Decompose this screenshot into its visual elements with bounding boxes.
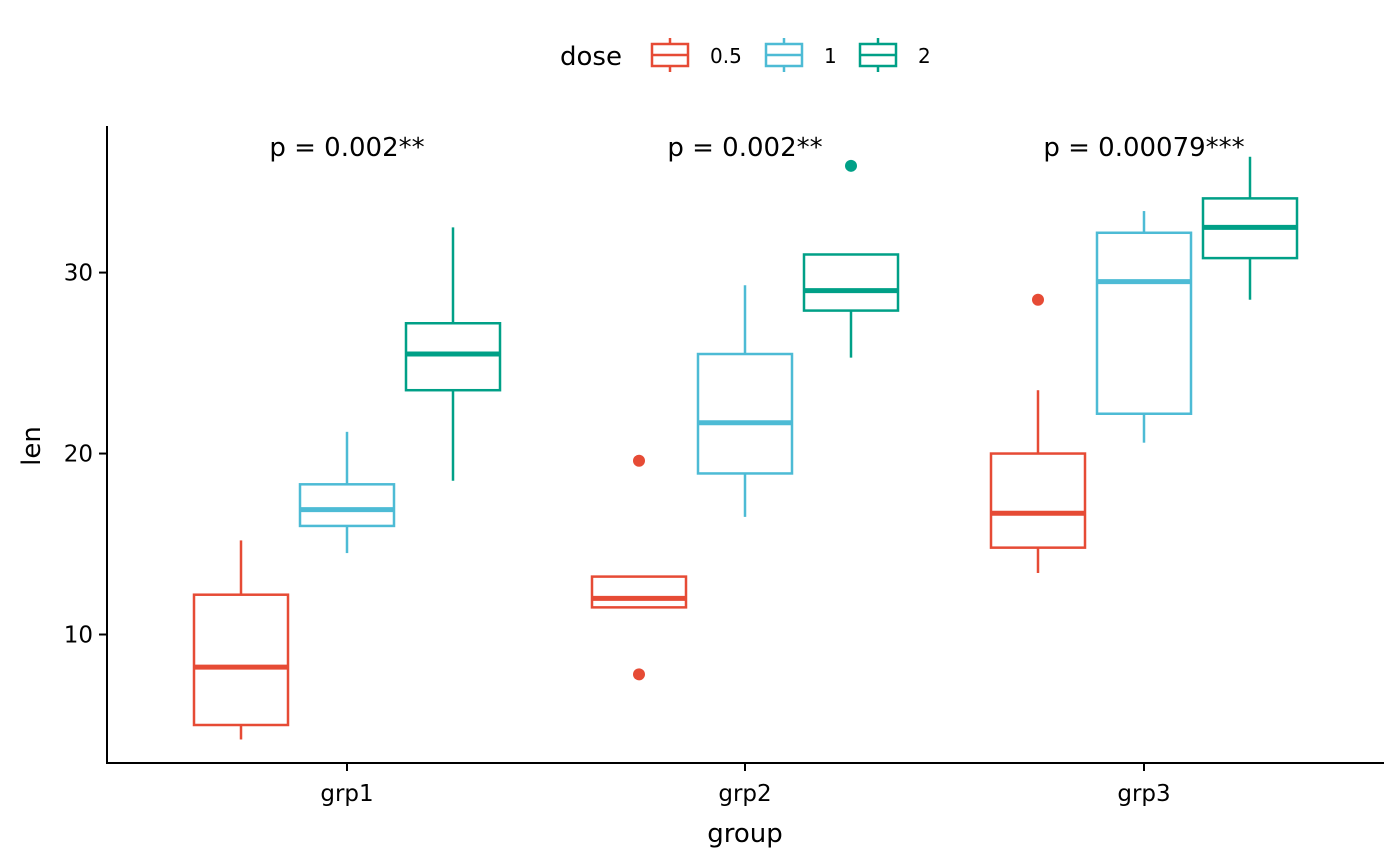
box-grp3-dose-2 [1201, 156, 1299, 300]
x-tick-label: grp1 [320, 781, 373, 807]
legend: dose 0.5 1 2 [560, 38, 931, 72]
y-ticks: 10 20 30 [64, 261, 107, 649]
p-value-annotations: p = 0.002** p = 0.002** p = 0.00079*** [269, 133, 1244, 163]
outlier-point [633, 668, 645, 681]
box-grp2-dose-0.5 [590, 454, 688, 681]
iqr-box [590, 575, 688, 609]
iqr-box [989, 452, 1087, 549]
box-grp3-dose-0.5 [989, 293, 1087, 573]
legend-items: 0.5 1 2 [650, 38, 931, 72]
legend-label: 1 [824, 44, 837, 68]
box-grp1-dose-2 [404, 227, 502, 481]
p-value-label: p = 0.002** [269, 133, 424, 163]
legend-item-dose-2: 2 [858, 38, 931, 72]
iqr-box [802, 253, 900, 312]
box-grp2-dose-2 [802, 159, 900, 358]
x-tick-label: grp2 [718, 781, 771, 807]
iqr-box [298, 483, 396, 528]
y-axis-title: len [17, 426, 47, 466]
x-axis-title: group [707, 819, 783, 849]
legend-title: dose [560, 42, 622, 72]
p-value-label: p = 0.002** [667, 133, 822, 163]
box-grp1-dose-1 [298, 431, 396, 554]
legend-item-dose-1: 1 [764, 38, 837, 72]
legend-label: 2 [918, 44, 931, 68]
outlier-point [1032, 293, 1044, 306]
outlier-point [845, 159, 857, 172]
y-tick-label: 10 [64, 623, 93, 649]
iqr-box [696, 352, 794, 475]
y-tick-label: 30 [64, 261, 93, 287]
legend-label: 0.5 [710, 44, 742, 68]
x-ticks: grp1 grp2 grp3 [320, 763, 1171, 807]
x-tick-label: grp3 [1117, 781, 1170, 807]
box-grp2-dose-1 [696, 285, 794, 517]
legend-item-dose-0.5: 0.5 [650, 38, 742, 72]
p-value-label: p = 0.00079*** [1043, 133, 1244, 163]
iqr-box [192, 593, 290, 727]
outlier-point [633, 454, 645, 467]
axes: 10 20 30 grp1 grp2 grp3 group len [17, 126, 1384, 849]
iqr-box [404, 322, 502, 392]
boxes [192, 156, 1299, 740]
iqr-box [1095, 231, 1193, 415]
y-tick-label: 20 [64, 442, 93, 468]
box-grp1-dose-0.5 [192, 540, 290, 740]
box-grp3-dose-1 [1095, 211, 1193, 443]
